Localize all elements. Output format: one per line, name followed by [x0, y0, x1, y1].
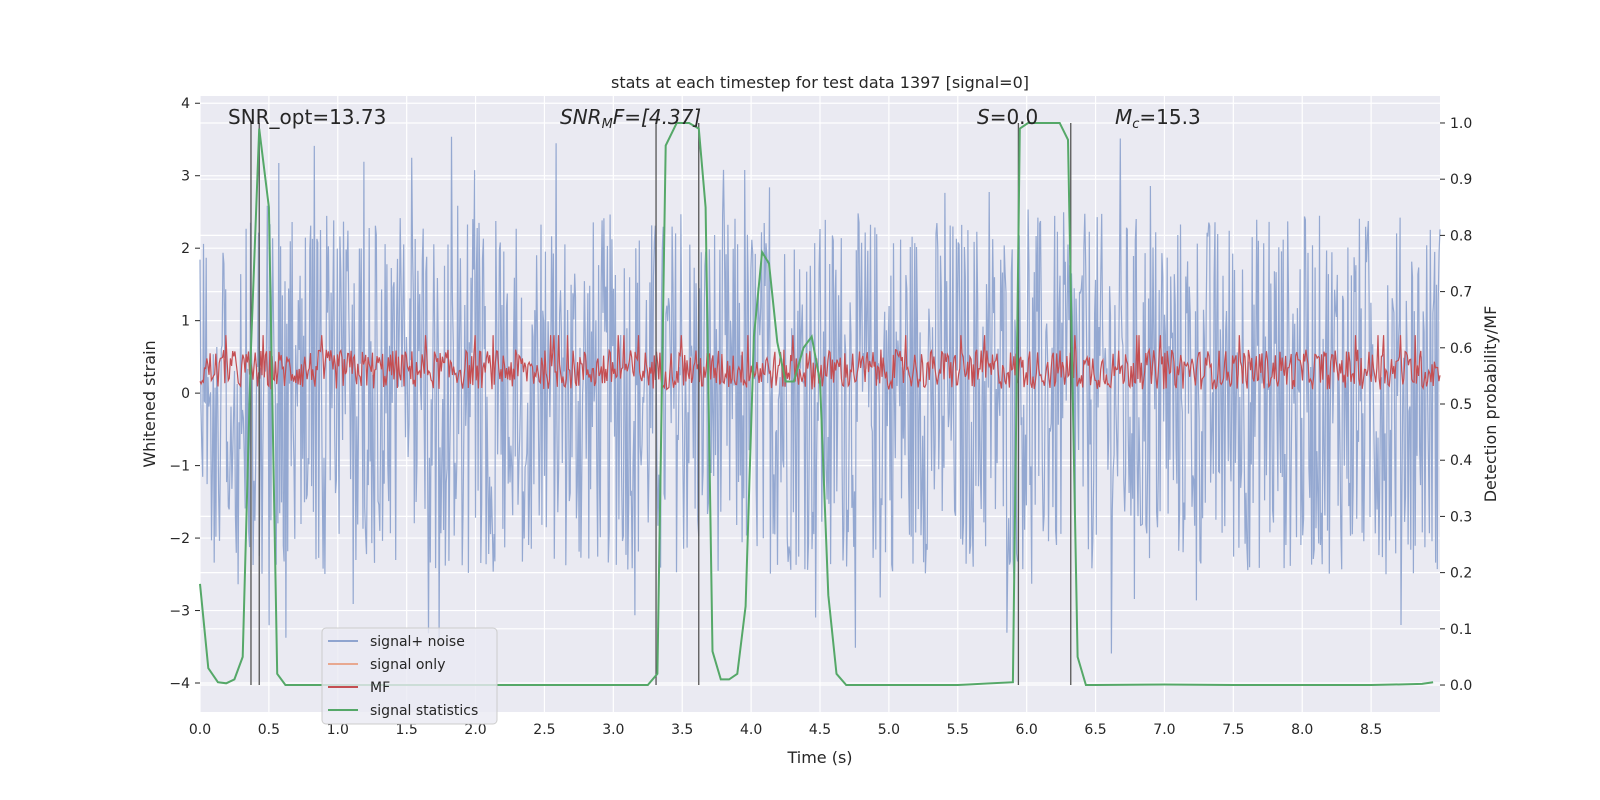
chart-title: stats at each timestep for test data 139…	[611, 73, 1029, 92]
y-tick-label: 1	[181, 314, 190, 330]
legend-label-signal-noise: signal+ noise	[370, 634, 465, 650]
y2-tick-label: 0.8	[1450, 228, 1472, 244]
x-tick-label: 0.5	[258, 722, 280, 738]
legend-box	[321, 627, 498, 725]
x-tick-label: 4.5	[809, 722, 831, 738]
x-tick-label: 7.0	[1153, 722, 1175, 738]
y-tick-label: −3	[169, 604, 190, 620]
legend-label-mf: MF	[370, 680, 390, 696]
y2-axis-ticks: 1.0 0.9 0.8 0.7 0.6 0.5 0.4 0.3 0.2 0.1 0.0	[1440, 116, 1472, 694]
y2-axis-label: Detection probability/MF	[1481, 306, 1500, 503]
annotation-s: S=0.0	[977, 105, 1038, 129]
y-tick-label: 3	[181, 169, 190, 185]
x-tick-label: 8.5	[1360, 722, 1382, 738]
signal-statistics-series	[199, 122, 1434, 686]
signal-noise-series	[199, 136, 1441, 654]
annotation-mc: Mc=15.3	[1115, 105, 1201, 132]
y2-tick-label: 0.0	[1450, 678, 1472, 694]
y2-tick-label: 0.3	[1450, 509, 1472, 525]
y-tick-label: −2	[169, 531, 190, 547]
x-tick-label: 4.0	[740, 722, 762, 738]
x-tick-label: 2.0	[464, 722, 486, 738]
y-axis-label: Whitened strain	[140, 340, 159, 467]
x-tick-label: 0.0	[189, 722, 211, 738]
annotation-snr-opt: SNR_opt=13.73	[228, 105, 386, 129]
y-tick-label: −4	[169, 676, 190, 692]
x-tick-label: 8.0	[1291, 722, 1313, 738]
signal-statistics-line	[199, 122, 1434, 686]
legend-label-signal-statistics: signal statistics	[370, 703, 478, 719]
y2-tick-label: 0.2	[1450, 566, 1472, 582]
x-axis-ticks: 0.0 0.5 1.0 1.5 2.0 2.5 3.0 3.5 4.0 4.5 5.0 5.5 6.0 6…	[189, 722, 1382, 738]
y2-tick-label: 0.5	[1450, 397, 1472, 413]
y2-tick-label: 1.0	[1450, 116, 1472, 132]
x-tick-label: 1.5	[396, 722, 418, 738]
y2-tick-label: 0.7	[1450, 285, 1472, 301]
legend-label-signal-only: signal only	[370, 657, 445, 673]
x-tick-label: 1.0	[327, 722, 349, 738]
signal-noise-line	[199, 136, 1441, 654]
y-tick-label: 0	[181, 386, 190, 402]
y-tick-label: 2	[181, 241, 190, 257]
y2-tick-label: 0.4	[1450, 453, 1472, 469]
y2-tick-label: 0.1	[1450, 622, 1472, 638]
x-tick-label: 3.0	[602, 722, 624, 738]
x-tick-label: 6.5	[1084, 722, 1106, 738]
y2-tick-label: 0.6	[1450, 341, 1472, 357]
x-tick-label: 5.5	[947, 722, 969, 738]
y-tick-label: 4	[181, 96, 190, 112]
annotation-snr-mf: SNRMF=[4.37]	[560, 105, 701, 132]
vertical-markers	[250, 122, 1072, 686]
x-tick-label: 7.5	[1222, 722, 1244, 738]
y-tick-label: −1	[169, 459, 190, 475]
x-axis-label: Time (s)	[786, 748, 852, 767]
y2-tick-label: 0.9	[1450, 172, 1472, 188]
x-tick-label: 6.0	[1016, 722, 1038, 738]
legend: signal+ noise signal only MF signal stat…	[321, 627, 498, 725]
x-tick-label: 5.0	[878, 722, 900, 738]
x-tick-label: 2.5	[533, 722, 555, 738]
x-tick-label: 3.5	[671, 722, 693, 738]
y-axis-ticks: 4 3 2 1 0 −1 −2 −3 −4	[169, 96, 200, 692]
